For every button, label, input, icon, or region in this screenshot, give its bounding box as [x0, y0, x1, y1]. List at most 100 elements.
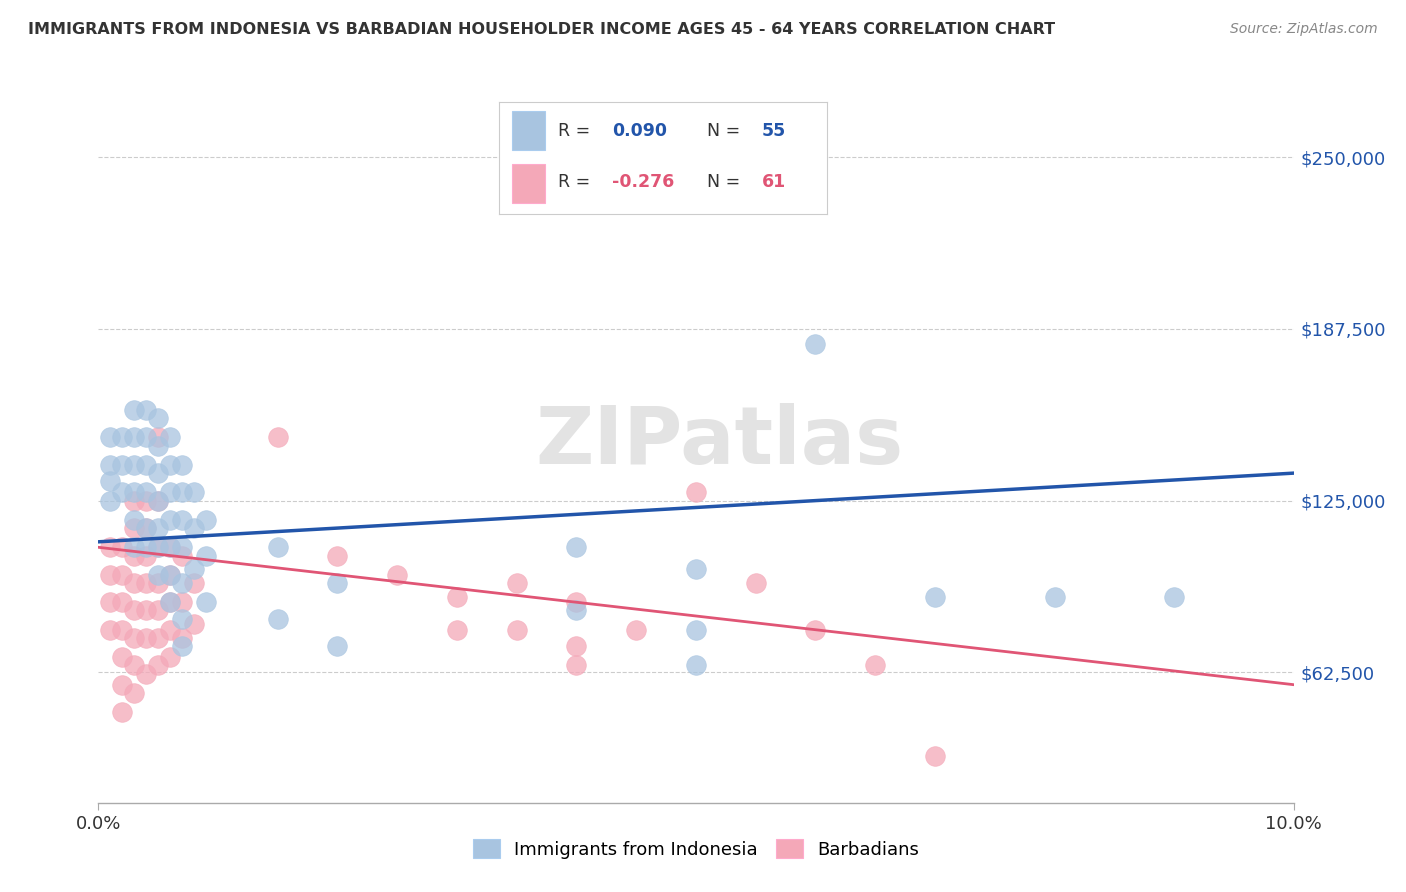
Point	[111, 430, 134, 444]
Point	[685, 623, 707, 637]
Point	[124, 485, 146, 500]
Point	[159, 541, 181, 555]
Point	[111, 678, 134, 692]
Point	[135, 549, 157, 563]
Point	[924, 749, 946, 764]
Point	[124, 576, 146, 591]
Point	[98, 430, 122, 444]
Point	[172, 612, 194, 626]
Point	[183, 521, 205, 535]
Point	[565, 541, 588, 555]
Point	[124, 603, 146, 617]
Point	[111, 623, 134, 637]
Point	[159, 567, 181, 582]
Point	[446, 623, 468, 637]
Point	[172, 576, 194, 591]
Point	[326, 639, 349, 653]
Point	[135, 493, 157, 508]
Point	[111, 705, 134, 719]
Point	[159, 650, 181, 665]
Legend: Immigrants from Indonesia, Barbadians: Immigrants from Indonesia, Barbadians	[465, 832, 927, 866]
Point	[135, 576, 157, 591]
Point	[124, 513, 146, 527]
Point	[135, 430, 157, 444]
Point	[124, 541, 146, 555]
Point	[172, 631, 194, 645]
Point	[148, 411, 170, 425]
Point	[159, 485, 181, 500]
Point	[172, 458, 194, 472]
Point	[148, 430, 170, 444]
Point	[183, 617, 205, 632]
Point	[98, 493, 122, 508]
Point	[111, 541, 134, 555]
Point	[135, 541, 157, 555]
Point	[135, 521, 157, 535]
Point	[924, 590, 946, 604]
Point	[1043, 590, 1066, 604]
Point	[98, 458, 122, 472]
Point	[626, 623, 648, 637]
Point	[148, 466, 170, 480]
Point	[804, 337, 827, 351]
Point	[159, 458, 181, 472]
Point	[159, 623, 181, 637]
Point	[135, 603, 157, 617]
Point	[1163, 590, 1185, 604]
Point	[159, 541, 181, 555]
Point	[111, 650, 134, 665]
Point	[159, 595, 181, 609]
Point	[565, 639, 588, 653]
Point	[506, 623, 529, 637]
Point	[135, 521, 157, 535]
Point	[183, 576, 205, 591]
Point	[267, 612, 290, 626]
Point	[148, 521, 170, 535]
Point	[124, 521, 146, 535]
Point	[148, 493, 170, 508]
Point	[148, 603, 170, 617]
Point	[135, 458, 157, 472]
Point	[745, 576, 768, 591]
Point	[446, 590, 468, 604]
Point	[565, 595, 588, 609]
Point	[172, 595, 194, 609]
Point	[98, 475, 122, 489]
Point	[98, 541, 122, 555]
Point	[865, 658, 887, 673]
Point	[385, 567, 409, 582]
Point	[98, 623, 122, 637]
Point	[183, 485, 205, 500]
Point	[148, 567, 170, 582]
Point	[685, 485, 707, 500]
Point	[148, 576, 170, 591]
Point	[159, 513, 181, 527]
Point	[148, 541, 170, 555]
Text: ZIPatlas: ZIPatlas	[536, 402, 904, 481]
Point	[124, 631, 146, 645]
Point	[183, 562, 205, 576]
Point	[98, 595, 122, 609]
Point	[124, 430, 146, 444]
Point	[111, 458, 134, 472]
Point	[195, 595, 218, 609]
Point	[172, 541, 194, 555]
Point	[111, 595, 134, 609]
Point	[148, 541, 170, 555]
Point	[195, 549, 218, 563]
Point	[565, 658, 588, 673]
Point	[124, 403, 146, 417]
Point	[267, 541, 290, 555]
Point	[148, 493, 170, 508]
Point	[135, 631, 157, 645]
Point	[159, 595, 181, 609]
Point	[685, 562, 707, 576]
Point	[148, 658, 170, 673]
Point	[804, 623, 827, 637]
Point	[135, 666, 157, 681]
Point	[506, 576, 529, 591]
Point	[159, 567, 181, 582]
Point	[148, 631, 170, 645]
Point	[326, 576, 349, 591]
Point	[159, 430, 181, 444]
